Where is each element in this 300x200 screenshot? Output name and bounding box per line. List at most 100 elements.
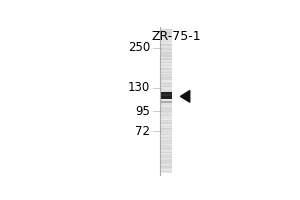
Text: 130: 130 xyxy=(128,81,150,94)
Bar xyxy=(161,72,172,73)
Bar xyxy=(161,57,172,58)
Bar xyxy=(161,121,172,122)
Bar xyxy=(161,62,172,63)
Polygon shape xyxy=(181,91,190,102)
Bar xyxy=(161,44,172,45)
Bar xyxy=(161,134,172,135)
Bar xyxy=(161,101,172,103)
Bar xyxy=(161,114,172,115)
Bar xyxy=(161,104,172,105)
Bar xyxy=(161,91,172,92)
Bar xyxy=(161,112,172,113)
Bar xyxy=(161,116,172,117)
Bar xyxy=(161,68,172,69)
Bar xyxy=(161,136,172,137)
Bar xyxy=(161,61,172,62)
Bar xyxy=(161,129,172,130)
Bar xyxy=(161,108,172,109)
Bar xyxy=(161,47,172,48)
Bar xyxy=(161,88,172,89)
Bar xyxy=(161,87,172,88)
Bar xyxy=(161,140,172,141)
Bar xyxy=(161,117,172,118)
Bar xyxy=(161,75,172,76)
Bar xyxy=(161,131,172,132)
Bar xyxy=(161,46,172,47)
Bar xyxy=(161,168,172,169)
Bar xyxy=(161,158,172,159)
Bar xyxy=(161,152,172,153)
Bar xyxy=(161,40,172,41)
Bar xyxy=(161,94,172,96)
Bar xyxy=(161,56,172,57)
Bar xyxy=(161,74,172,75)
Bar xyxy=(161,124,172,125)
Bar xyxy=(161,95,172,96)
Bar xyxy=(161,109,172,110)
Bar xyxy=(161,99,172,100)
Bar xyxy=(161,85,172,86)
Bar xyxy=(161,125,172,126)
Bar xyxy=(161,155,172,156)
Bar xyxy=(161,30,172,31)
Bar xyxy=(161,127,172,128)
Bar xyxy=(161,138,172,139)
Text: 250: 250 xyxy=(128,41,150,54)
Bar xyxy=(161,49,172,50)
Bar xyxy=(161,161,172,162)
Bar xyxy=(161,153,172,154)
Bar xyxy=(161,77,172,78)
Bar xyxy=(161,53,172,54)
Bar xyxy=(161,31,172,32)
Bar xyxy=(161,145,172,146)
Bar xyxy=(161,165,172,166)
Bar xyxy=(161,115,172,116)
Bar xyxy=(161,59,172,60)
Bar xyxy=(161,123,172,124)
Bar xyxy=(161,139,172,140)
Bar xyxy=(161,43,172,44)
Text: 95: 95 xyxy=(135,105,150,118)
Bar xyxy=(161,169,172,170)
Bar xyxy=(161,111,172,112)
Bar xyxy=(161,38,172,39)
Bar xyxy=(161,80,172,81)
Bar xyxy=(161,79,172,80)
Bar xyxy=(161,100,172,101)
Bar xyxy=(161,69,172,70)
Bar xyxy=(161,76,172,77)
Bar xyxy=(161,34,172,35)
Bar xyxy=(161,101,172,102)
Bar xyxy=(161,60,172,61)
Bar xyxy=(161,103,172,104)
Bar xyxy=(161,143,172,144)
Bar xyxy=(161,67,172,68)
Bar xyxy=(161,164,172,165)
Bar xyxy=(161,54,172,55)
Bar xyxy=(161,84,172,85)
Bar xyxy=(161,73,172,74)
Bar xyxy=(161,166,172,167)
Bar xyxy=(161,141,172,142)
Bar xyxy=(161,157,172,158)
Bar xyxy=(161,122,172,123)
Bar xyxy=(161,160,172,161)
Bar xyxy=(161,65,172,66)
Bar xyxy=(161,137,172,138)
Bar xyxy=(161,33,172,34)
Bar xyxy=(161,66,172,67)
Bar xyxy=(161,42,172,43)
Bar xyxy=(161,93,172,94)
Bar xyxy=(161,94,172,95)
Bar xyxy=(161,58,172,59)
Bar xyxy=(161,39,172,40)
Bar xyxy=(161,78,172,79)
Bar xyxy=(161,146,172,147)
Bar xyxy=(161,113,172,114)
Bar xyxy=(161,130,172,131)
Bar xyxy=(161,35,172,36)
Bar xyxy=(161,172,172,173)
Bar xyxy=(161,107,172,108)
Bar xyxy=(161,41,172,42)
Bar xyxy=(161,102,172,103)
